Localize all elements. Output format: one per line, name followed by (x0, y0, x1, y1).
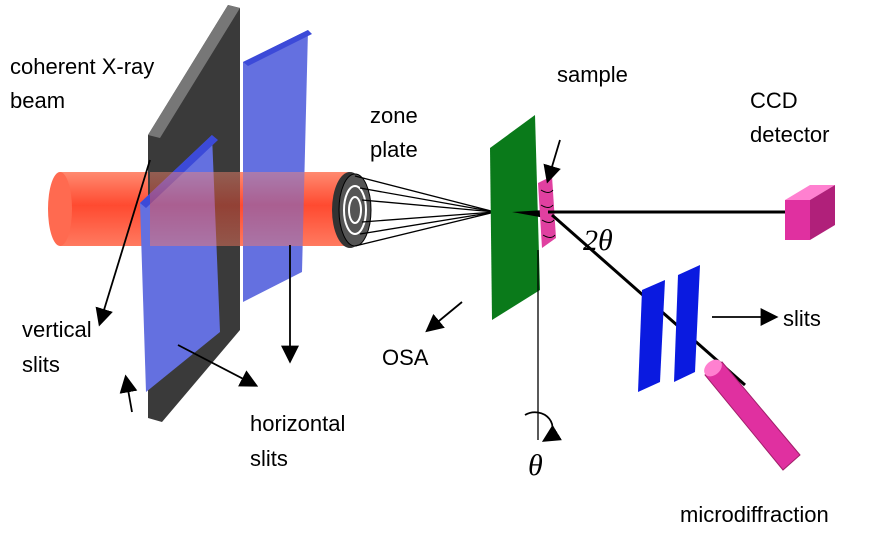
label: slits (250, 446, 288, 471)
label: CCD (750, 88, 798, 113)
label: horizontal (250, 411, 345, 436)
label: θ (528, 449, 543, 482)
label: 2θ (583, 224, 613, 257)
label: OSA (382, 345, 429, 370)
label: sample (557, 62, 628, 87)
slit-assembly (140, 5, 350, 422)
diagram: coherent X-ray beam zone plate sample CC… (0, 0, 888, 530)
label: plate (370, 137, 418, 162)
slits-pair (638, 265, 700, 392)
label: vertical (22, 317, 92, 342)
label: coherent X-ray (10, 54, 154, 79)
zone-plate (332, 172, 371, 248)
label: beam (10, 88, 65, 113)
focus-rays (355, 176, 495, 246)
label: detector (750, 122, 830, 147)
ccd (785, 185, 835, 240)
label: slits (22, 352, 60, 377)
labels: coherent X-ray beam zone plate sample CC… (10, 54, 830, 527)
label: microdiffraction (680, 502, 829, 527)
osa (490, 115, 540, 320)
microdiffraction-detector (701, 356, 800, 470)
label: slits (783, 306, 821, 331)
label: zone (370, 103, 418, 128)
